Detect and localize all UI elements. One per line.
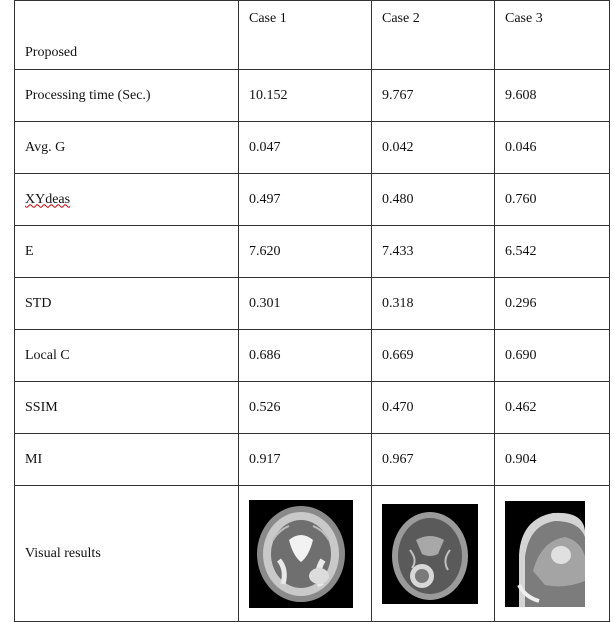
row-label: Avg. G — [14, 121, 239, 174]
cell-value: 0.318 — [371, 277, 495, 330]
table-row: XYdeas 0.497 0.480 0.760 — [14, 173, 610, 226]
cell-value: 6.542 — [494, 225, 610, 278]
header-cell-case2: Case 2 — [371, 0, 495, 70]
cell-value: 0.967 — [371, 433, 495, 486]
row-label: Processing time (Sec.) — [14, 69, 239, 122]
cell-value: 9.608 — [494, 69, 610, 122]
brain-mri-image-case1 — [249, 499, 353, 608]
table-row: SSIM 0.526 0.470 0.462 — [14, 381, 610, 434]
row-label: XYdeas — [25, 191, 71, 207]
results-table: Proposed Case 1 Case 2 Case 3 Processing… — [14, 0, 610, 622]
cell-value: 0.686 — [238, 329, 372, 382]
header-cell-case3: Case 3 — [494, 0, 610, 70]
cell-value: 0.904 — [494, 433, 610, 486]
visual-cell-case2 — [371, 485, 495, 622]
cell-value: 7.433 — [371, 225, 495, 278]
cell-value: 0.301 — [238, 277, 372, 330]
cell-value: 9.767 — [371, 69, 495, 122]
row-label-cell: XYdeas — [14, 173, 239, 226]
cell-value: 0.760 — [494, 173, 610, 226]
cell-value: 0.497 — [238, 173, 372, 226]
table-row: Processing time (Sec.) 10.152 9.767 9.60… — [14, 69, 610, 122]
row-label: Local C — [14, 329, 239, 382]
cell-value: 0.047 — [238, 121, 372, 174]
cell-value: 0.046 — [494, 121, 610, 174]
row-label: SSIM — [14, 381, 239, 434]
brain-mri-image-case2 — [382, 503, 478, 604]
cell-value: 0.669 — [371, 329, 495, 382]
row-label: E — [14, 225, 239, 278]
row-label: Visual results — [14, 485, 239, 622]
cell-value: 0.462 — [494, 381, 610, 434]
cell-value: 0.296 — [494, 277, 610, 330]
cell-value: 10.152 — [238, 69, 372, 122]
cell-value: 0.480 — [371, 173, 495, 226]
table-row: MI 0.917 0.967 0.904 — [14, 433, 610, 486]
header-cell-case1: Case 1 — [238, 0, 372, 70]
table-row: STD 0.301 0.318 0.296 — [14, 277, 610, 330]
cell-value: 0.042 — [371, 121, 495, 174]
table-row: Avg. G 0.047 0.042 0.046 — [14, 121, 610, 174]
cell-value: 0.526 — [238, 381, 372, 434]
table-row: E 7.620 7.433 6.542 — [14, 225, 610, 278]
visual-results-row: Visual results — [14, 485, 610, 622]
row-label: STD — [14, 277, 239, 330]
cell-value: 7.620 — [238, 225, 372, 278]
row-label: MI — [14, 433, 239, 486]
visual-cell-case3 — [494, 485, 610, 622]
table-row: Local C 0.686 0.669 0.690 — [14, 329, 610, 382]
cell-value: 0.470 — [371, 381, 495, 434]
cell-value: 0.690 — [494, 329, 610, 382]
header-cell-proposed: Proposed — [14, 0, 239, 70]
cell-value: 0.917 — [238, 433, 372, 486]
brain-mri-image-case3 — [505, 500, 585, 607]
header-row: Proposed Case 1 Case 2 Case 3 — [14, 0, 610, 70]
visual-cell-case1 — [238, 485, 372, 622]
